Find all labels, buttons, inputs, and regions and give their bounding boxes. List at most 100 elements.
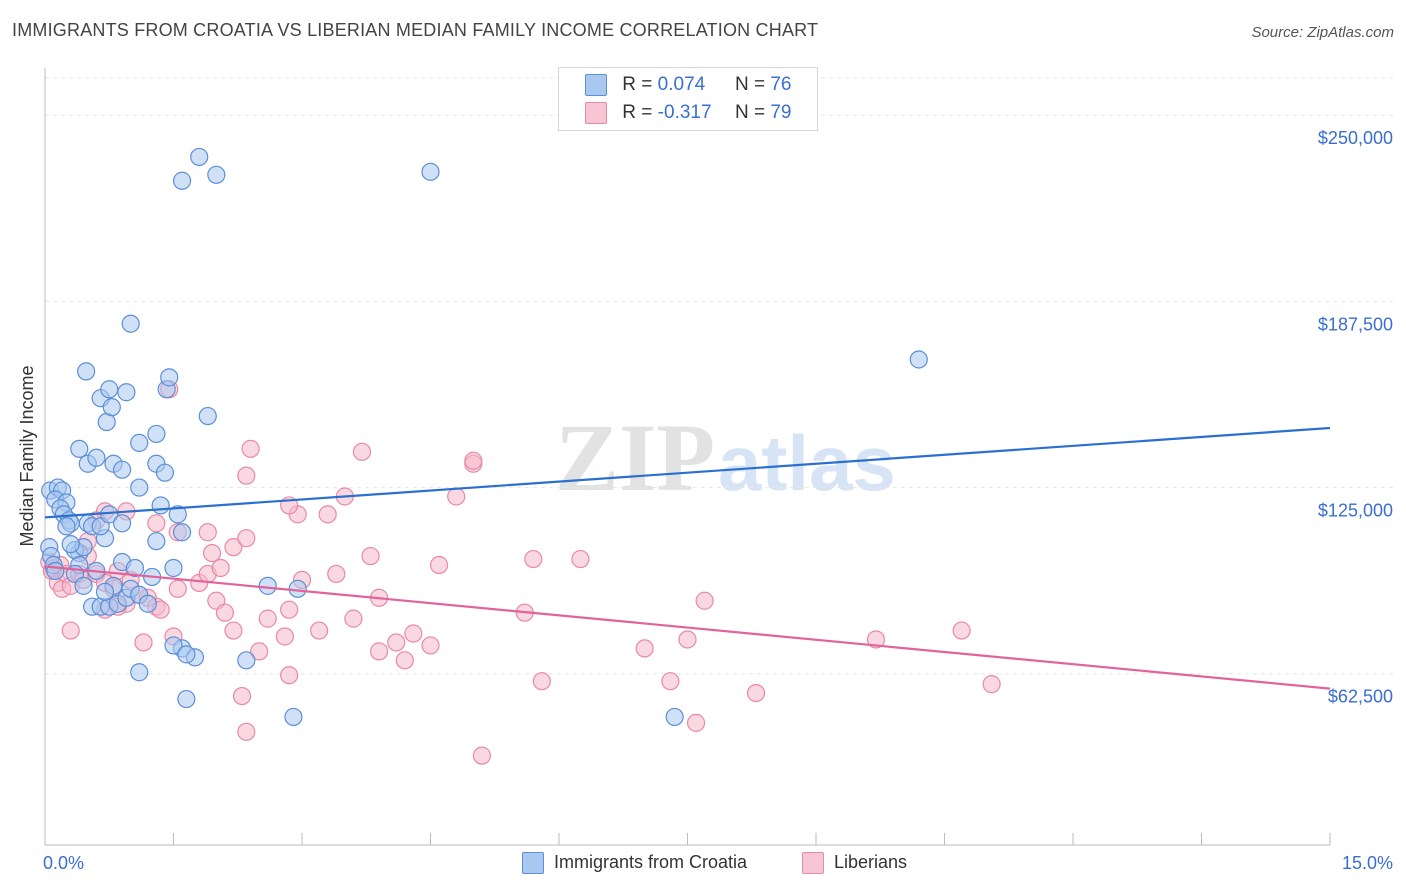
liberian-point [198,523,217,542]
liberian-point [224,538,243,557]
liberian-point [464,451,483,470]
liberian-point [344,609,363,628]
liberian-point [258,609,277,628]
x-tick-label: 0.0% [43,853,84,873]
liberian-point [678,630,697,649]
legend-r-label: R = [622,74,653,96]
liberian-point [952,621,971,640]
liberian-point [232,686,252,706]
legend-swatch-blue-icon [585,74,607,96]
liberian-point [275,627,294,646]
croatia-point [168,505,187,524]
croatia-point [102,398,121,417]
croatia-point [138,594,157,613]
liberian-point [429,555,449,575]
croatia-point [130,478,149,497]
liberian-point [310,621,329,640]
liberian-point [404,624,423,643]
croatia-point [198,406,217,426]
croatia-point [164,636,183,655]
croatia-point [258,576,277,595]
croatia-point [237,651,256,670]
legend-r-label: R = [622,102,653,124]
liberian-trend-line [44,565,1331,690]
legend-r-value: -0.317 [657,102,712,124]
liberian-point [421,636,440,655]
y-tick-label: $62,500 [1328,687,1393,707]
croatia-point [70,439,89,458]
liberian-point [661,672,680,691]
y-tick-label: $250,000 [1318,128,1393,148]
croatia-point [121,314,140,333]
croatia-point [125,558,145,578]
bottom-legend-croatia[interactable]: Immigrants from Croatia [522,852,747,875]
x-tick-label: 15.0% [1342,853,1393,873]
liberian-point [215,603,234,622]
watermark-atlas: atlas [718,419,896,507]
legend-n-value: 79 [770,102,792,124]
legend-n-label: N = [734,74,766,96]
liberian-point [982,675,1001,694]
y-tick-label: $187,500 [1318,314,1393,334]
croatia-point [147,532,166,551]
liberian-point [237,466,256,485]
croatia-trend-line [44,426,1331,519]
liberian-point [387,633,406,652]
croatia-point [87,448,106,467]
liberian-point [447,487,466,506]
bottom-legend-blue-icon [522,852,544,875]
bottom-legend-liberians-label: Liberians [834,852,908,872]
legend-r-value: 0.074 [657,74,706,96]
croatia-point [117,383,136,402]
liberian-point [532,672,551,691]
croatia-point [190,147,209,167]
liberian-point [361,546,380,566]
liberian-point [237,529,256,548]
y-axis-label: Median Family Income [17,365,37,546]
croatia-point [177,645,196,664]
liberian-point [250,642,269,661]
croatia-point [147,424,166,444]
liberian-point [280,666,299,685]
liberian-point [866,630,886,649]
liberian-point [202,543,222,563]
liberian-point [746,683,766,703]
croatia-point [909,350,928,369]
liberian-point [327,564,346,584]
liberian-point [241,439,260,458]
croatia-point [288,579,307,598]
liberian-point [134,633,153,652]
liberian-point [237,722,256,741]
liberian-point [61,621,80,640]
croatia-point [421,162,440,181]
liberian-point [395,651,414,670]
legend-row-croatia: R = 0.074 N = 76 [585,74,791,98]
croatia-point [284,707,303,727]
liberian-point [686,713,706,732]
croatia-point [74,576,93,595]
croatia-point [100,380,119,399]
bottom-legend-pink-icon [802,852,824,875]
source-label: Source: ZipAtlas.com [1251,24,1394,41]
croatia-point [130,663,149,682]
legend-row-liberians: R = -0.317 N = 79 [585,102,791,126]
croatia-point [112,460,132,479]
bottom-legend-liberians[interactable]: Liberians [802,852,908,875]
croatia-point [172,171,192,190]
liberian-point [472,746,491,765]
croatia-point [95,582,115,601]
croatia-point [46,561,65,581]
legend-n-value: 76 [770,74,792,96]
legend-swatch-pink-icon [585,102,607,124]
liberian-point [168,579,187,598]
liberian-point [211,558,230,578]
liberian-point [147,514,166,533]
croatia-point [160,368,179,387]
croatia-point [155,463,175,482]
croatia-point [61,535,80,554]
stats-legend: R = 0.074 N = 76 R = -0.317 N = 79 [558,67,818,131]
liberian-point [318,505,337,524]
legend-n-label: N = [734,102,766,124]
croatia-point [130,433,149,452]
